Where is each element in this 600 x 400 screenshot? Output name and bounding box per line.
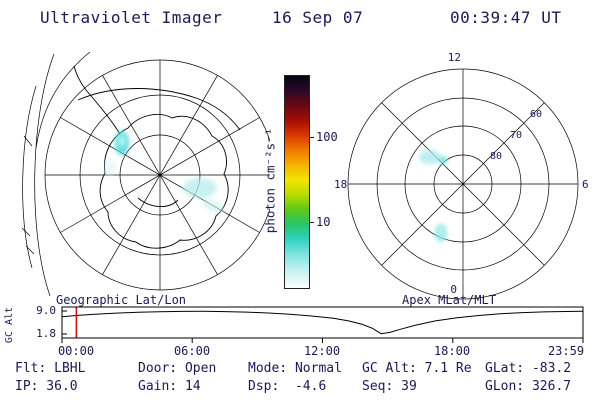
mlat-label-70: 70	[510, 130, 522, 141]
mlat-label-60: 60	[530, 109, 542, 120]
status-dsp: Dsp: -4.6	[248, 379, 327, 394]
status-door: Door: Open	[138, 361, 217, 376]
colorbar	[284, 75, 310, 289]
colorbar-units-label: photon cm⁻²s⁻¹	[262, 127, 278, 234]
time-label: 00:39:47 UT	[450, 8, 562, 27]
mlt-label-18: 18	[334, 178, 347, 191]
colorbar-tick	[309, 222, 314, 223]
status-glat: GLat: -83.2	[485, 361, 572, 376]
mlt-label-12: 12	[448, 51, 461, 64]
aurora-emission	[419, 150, 448, 242]
x-tick-1200: 12:00	[304, 344, 340, 358]
status-ip: IP: 36.0	[15, 379, 78, 394]
latlon-grid	[21, 51, 270, 297]
status-mode: Mode: Normal	[248, 361, 342, 376]
aurora-emission	[104, 131, 225, 214]
colorbar-tick-label-10: 10	[316, 215, 331, 229]
geographic-projection-panel	[21, 51, 270, 297]
x-tick-1800: 18:00	[434, 344, 470, 358]
date-label: 16 Sep 07	[272, 8, 364, 27]
mlat-mlt-grid	[347, 68, 579, 300]
mlat-label-80: 80	[490, 151, 502, 162]
strip-y-axis-title: GC Alt	[4, 307, 15, 343]
app-title: Ultraviolet Imager	[40, 8, 223, 27]
status-seq: Seq: 39	[362, 379, 417, 394]
gc-alt-curve	[61, 310, 583, 335]
x-tick-0000: 00:00	[58, 344, 94, 358]
axis-ticks	[61, 310, 584, 343]
status-flt: Flt: LBHL	[15, 361, 86, 376]
y-max-label: 9.0	[36, 304, 56, 317]
mlt-label-0: 0	[450, 283, 457, 296]
status-glon: GLon: 326.7	[485, 379, 572, 394]
colorbar-tick-label-100: 100	[316, 130, 338, 144]
status-gcalt: GC Alt: 7.1 Re	[362, 361, 472, 376]
colorbar-tick	[309, 137, 314, 138]
x-tick-2359: 23:59	[548, 344, 584, 358]
gc-alt-strip-chart: GC Alt 9.0 1.8 00:00 06:00 12:00 18:00 2…	[4, 304, 584, 358]
status-gain: Gain: 14	[138, 379, 201, 394]
x-tick-labels: 00:00 06:00 12:00 18:00 23:59	[58, 344, 584, 358]
y-min-label: 1.8	[36, 327, 56, 340]
right-panel-caption: Apex MLat/MLT	[402, 293, 496, 307]
strip-chart-frame	[61, 306, 584, 339]
mlt-label-6: 6	[582, 178, 589, 191]
x-tick-0600: 06:00	[174, 344, 210, 358]
antarctica-coastline	[73, 65, 241, 249]
left-panel-caption: Geographic Lat/Lon	[55, 293, 187, 307]
apex-polar-panel: 12 18 6 0 80 70 60	[334, 51, 589, 300]
